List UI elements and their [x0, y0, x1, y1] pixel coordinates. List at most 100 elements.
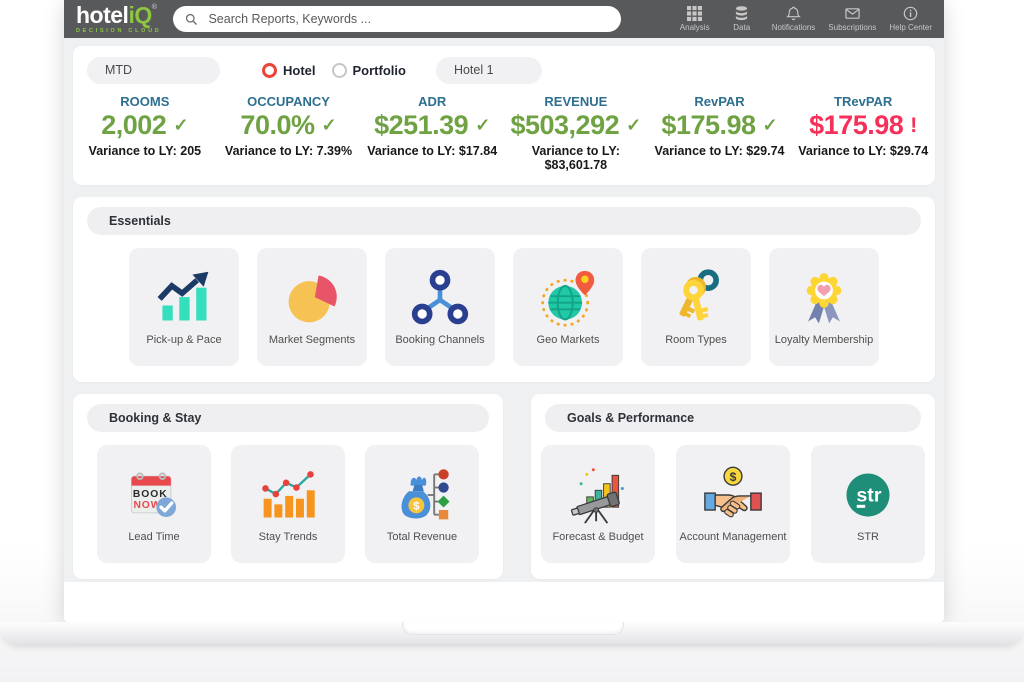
hoteliq-logo[interactable]: hoteliQ® DECISION CLOUD: [76, 3, 162, 35]
period-selector[interactable]: MTD: [87, 56, 220, 84]
nav-item-label: Help Center: [889, 23, 932, 32]
nav-item-label: Subscriptions: [828, 23, 877, 32]
tile-str[interactable]: str STR: [811, 445, 925, 563]
nav-item-data[interactable]: Data: [725, 6, 759, 32]
section-title: Goals & Performance: [567, 411, 695, 425]
nav-item-label: Notifications: [771, 23, 816, 32]
tile-market-segments[interactable]: Market Segments: [257, 248, 367, 366]
radio-portfolio[interactable]: Portfolio: [331, 62, 406, 78]
tile-label: STR: [857, 531, 879, 543]
tile-booking-channels[interactable]: Booking Channels: [385, 248, 495, 366]
tile-loyalty-membership[interactable]: Loyalty Membership: [769, 248, 879, 366]
search-icon: [186, 13, 198, 25]
tile-label: Stay Trends: [258, 531, 318, 543]
tile-label: Total Revenue: [386, 531, 458, 543]
period-value: MTD: [105, 63, 133, 77]
tile-room-types[interactable]: Room Types: [641, 248, 751, 366]
nav-item-help-center[interactable]: Help Center: [889, 6, 932, 32]
search-input[interactable]: [206, 11, 610, 27]
tile-label: Forecast & Budget: [552, 531, 644, 543]
top-navbar: hoteliQ® DECISION CLOUD Analysis: [64, 0, 944, 38]
str-text: str: [856, 485, 881, 507]
filter-bar: MTD Hotel Portfolio Hotel 1: [73, 55, 935, 85]
check-icon: ✓: [762, 115, 778, 135]
kpi-value: $503,292: [510, 110, 620, 140]
dollar-text: $: [730, 470, 737, 484]
nav-item-subscriptions[interactable]: Subscriptions: [828, 6, 876, 32]
kpi-variance: Variance to LY: 205: [88, 144, 202, 158]
check-icon: ✓: [475, 115, 491, 135]
tile-account-management[interactable]: $ Account Ma: [676, 445, 790, 563]
kpi-variance: Variance to LY: $29.74: [654, 144, 785, 158]
network-nodes-icon: [411, 269, 469, 325]
dashboard-screen: hoteliQ® DECISION CLOUD Analysis: [64, 0, 944, 622]
kpi-rooms: ROOMS 2,002 ✓ Variance to LY: 205: [73, 94, 217, 172]
kpi-label: ADR: [418, 94, 447, 109]
tile-stay-trends[interactable]: Stay Trends: [231, 445, 345, 563]
money-bag-icon: $: [401, 469, 450, 520]
bar-trend-arrow-icon: [157, 271, 209, 321]
kpi-revpar: RevPAR $175.98 ✓ Variance to LY: $29.74: [648, 94, 792, 172]
nav-item-notifications[interactable]: Notifications: [771, 6, 816, 32]
kpi-value: $175.98: [661, 110, 756, 140]
kpi-value: $251.39: [374, 110, 469, 140]
navbar-menu: Analysis Data Notifications: [678, 6, 932, 32]
kpi-adr: ADR $251.39 ✓ Variance to LY: $17.84: [360, 94, 504, 172]
tile-label: Market Segments: [268, 334, 356, 346]
booking-stay-section: Booking & Stay BOOK NOW: [73, 394, 503, 579]
hotel-value: Hotel 1: [453, 63, 494, 77]
tile-label: Booking Channels: [395, 334, 485, 346]
radio-hotel[interactable]: Hotel: [262, 62, 316, 78]
nav-item-label: Data: [733, 23, 751, 32]
database-icon: [736, 6, 748, 21]
bell-icon: [786, 6, 801, 21]
exclamation-icon: !: [910, 113, 918, 137]
telescope-bars-icon: [570, 468, 624, 524]
check-icon: ✓: [321, 115, 337, 135]
logo-subtitle: DECISION CLOUD: [76, 27, 162, 34]
tile-label: Lead Time: [128, 531, 180, 543]
essentials-header: Essentials: [87, 207, 921, 235]
tile-pickup-pace[interactable]: Pick-up & Pace: [129, 248, 239, 366]
radio-unselected-icon: [331, 62, 347, 78]
tile-label: Loyalty Membership: [774, 334, 874, 346]
goals-performance-header: Goals & Performance: [545, 404, 921, 432]
tile-lead-time[interactable]: BOOK NOW Lead Time: [97, 445, 211, 563]
global-search-bar[interactable]: [173, 6, 622, 32]
keys-icon: [679, 269, 719, 321]
kpi-label: ROOMS: [120, 94, 170, 109]
kpi-revenue: REVENUE $503,292 ✓ Variance to LY: $83,60…: [504, 94, 648, 172]
kpi-variance: Variance to LY: $83,601.78: [531, 144, 620, 172]
nav-item-analysis[interactable]: Analysis: [678, 6, 712, 32]
tile-geo-markets[interactable]: Geo Markets: [513, 248, 623, 366]
tile-label: Pick-up & Pace: [146, 334, 222, 346]
scope-radio-group: Hotel Portfolio: [262, 62, 406, 78]
kpi-label: OCCUPANCY: [247, 94, 330, 109]
info-icon: [903, 6, 918, 21]
kpi-value: 2,002: [101, 110, 167, 140]
tile-forecast-budget[interactable]: Forecast & Budget: [541, 445, 655, 563]
kpi-label: TRevPAR: [834, 94, 893, 109]
booking-stay-tiles: BOOK NOW Lead Time: [73, 445, 503, 563]
tile-label: Room Types: [665, 334, 727, 346]
goals-performance-tiles: Forecast & Budget $: [531, 445, 935, 563]
envelope-icon: [845, 8, 860, 19]
tile-label: Account Management: [679, 531, 787, 543]
tile-total-revenue[interactable]: $ Total Revenue: [365, 445, 479, 563]
booking-stay-header: Booking & Stay: [87, 404, 489, 432]
check-icon: ✓: [626, 115, 642, 135]
section-title: Booking & Stay: [109, 411, 202, 425]
bottom-sections: Booking & Stay BOOK NOW: [73, 394, 935, 579]
kpi-trevpar: TRevPAR $175.98! Variance to LY: $29.74: [791, 94, 935, 172]
str-logo-icon: str: [846, 473, 890, 517]
rosette-heart-icon: [806, 273, 842, 324]
book-now-calendar-icon: BOOK NOW: [131, 472, 177, 518]
hotel-selector[interactable]: Hotel 1: [435, 56, 542, 84]
tile-label: Geo Markets: [536, 334, 600, 346]
kpi-label: RevPAR: [694, 94, 745, 109]
radio-label: Portfolio: [352, 62, 406, 78]
nav-item-label: Analysis: [679, 23, 710, 32]
globe-pin-icon: [541, 270, 595, 327]
dashboard-content: MTD Hotel Portfolio Hotel 1: [64, 38, 944, 622]
